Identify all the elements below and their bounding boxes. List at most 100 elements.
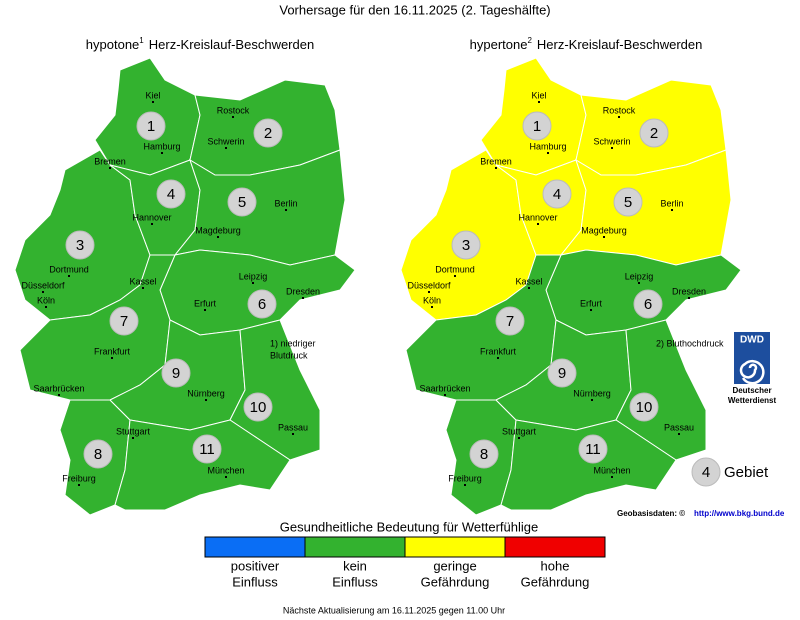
key-label: Gebiet <box>724 464 769 481</box>
city-dot <box>109 167 111 169</box>
page-title: Vorhersage für den 16.11.2025 (2. Tagesh… <box>279 2 550 17</box>
city-label: Kassel <box>515 276 542 286</box>
source-url: http://www.bkg.bund.de <box>694 509 785 518</box>
region-badge <box>495 306 525 336</box>
region-badge <box>469 439 499 469</box>
region-number: 11 <box>585 441 601 458</box>
city-label: Dresden <box>672 286 706 296</box>
region-number: 1 <box>533 118 541 135</box>
city-dot <box>528 287 530 289</box>
city-dot <box>225 147 227 149</box>
city-label: Dresden <box>286 286 320 296</box>
footer: Nächste Aktualisierung am 16.11.2025 geg… <box>283 605 505 615</box>
city-label: Passau <box>278 422 308 432</box>
region-badge <box>247 289 277 319</box>
city-dot <box>58 394 60 396</box>
city-label: Passau <box>664 422 694 432</box>
region-number: 10 <box>250 399 267 416</box>
legend-swatch <box>504 536 606 558</box>
region-number: 3 <box>76 237 84 254</box>
city-dot <box>638 282 640 284</box>
city-label: Saarbrücken <box>33 383 84 393</box>
city-dot <box>603 236 605 238</box>
legend-label: Einfluss <box>332 574 378 589</box>
legend-label: kein <box>343 558 367 573</box>
map-title: hypertone2 Herz-Kreislauf-Beschwerden <box>470 36 703 52</box>
city-label: Erfurt <box>580 298 603 308</box>
city-label: Frankfurt <box>480 346 517 356</box>
city-dot <box>671 209 673 211</box>
city-dot <box>132 437 134 439</box>
legend-label: Gefährdung <box>421 574 490 589</box>
region-badge <box>633 289 663 319</box>
city-label: Düsseldorf <box>21 280 65 290</box>
city-dot <box>618 116 620 118</box>
city-label: München <box>593 465 630 475</box>
city-label: Bremen <box>94 156 126 166</box>
city-dot <box>292 433 294 435</box>
region-badge <box>83 439 113 469</box>
city-label: Hamburg <box>529 141 566 151</box>
region-number: 2 <box>264 125 272 142</box>
map-title-suffix: Herz-Kreislauf-Beschwerden <box>537 37 702 52</box>
region-number: 5 <box>238 194 246 211</box>
region-badge <box>578 434 608 464</box>
region-number: 7 <box>120 313 128 330</box>
region-badge <box>639 118 669 148</box>
region-badge <box>109 306 139 336</box>
city-dot <box>42 291 44 293</box>
city-label: Hannover <box>518 212 557 222</box>
city-label: Freiburg <box>448 473 482 483</box>
city-dot <box>547 152 549 154</box>
map-title-suffix: Herz-Kreislauf-Beschwerden <box>149 37 314 52</box>
region-badge <box>161 358 191 388</box>
city-label: Magdeburg <box>195 225 241 235</box>
region-badge <box>253 118 283 148</box>
city-label: Saarbrücken <box>419 383 470 393</box>
map-title: hypotone1 Herz-Kreislauf-Beschwerden <box>86 36 314 52</box>
region <box>229 319 321 461</box>
legend-swatch <box>304 536 406 558</box>
region-number: 9 <box>172 365 180 382</box>
legend-label: hohe <box>541 558 570 573</box>
city-label: Nürnberg <box>573 388 611 398</box>
city-label: Nürnberg <box>187 388 225 398</box>
region-number: 6 <box>258 296 266 313</box>
map: hypotone1 Herz-Kreislauf-BeschwerdenKielR… <box>14 36 356 516</box>
city-label: Erfurt <box>194 298 217 308</box>
footnote: 1) niedriger <box>270 338 316 348</box>
city-dot <box>205 399 207 401</box>
city-label: Dortmund <box>49 264 89 274</box>
region-number: 4 <box>553 186 561 203</box>
city-dot <box>302 297 304 299</box>
city-dot <box>590 309 592 311</box>
region-badge <box>629 392 659 422</box>
city-label: Stuttgart <box>116 426 151 436</box>
city-label: Kassel <box>129 276 156 286</box>
region-badge <box>522 111 552 141</box>
dwd-name: Deutscher <box>732 386 771 395</box>
city-label: Freiburg <box>62 473 96 483</box>
map-title-sup: 1 <box>139 36 144 45</box>
region-badge <box>65 230 95 260</box>
city-dot <box>78 484 80 486</box>
city-label: Stuttgart <box>502 426 537 436</box>
city-dot <box>252 282 254 284</box>
region-badge <box>451 230 481 260</box>
region-number: 5 <box>624 194 632 211</box>
city-dot <box>45 306 47 308</box>
region <box>500 419 677 511</box>
city-label: Rostock <box>217 105 250 115</box>
region-badge <box>542 179 572 209</box>
city-label: Leipzig <box>625 271 654 281</box>
city-dot <box>591 399 593 401</box>
city-label: Bremen <box>480 156 512 166</box>
city-label: Schwerin <box>593 136 630 146</box>
region-number: 8 <box>94 446 102 463</box>
city-dot <box>464 484 466 486</box>
city-label: Kiel <box>531 90 546 100</box>
city-label: Frankfurt <box>94 346 131 356</box>
region-number: 2 <box>650 125 658 142</box>
city-label: Berlin <box>274 198 297 208</box>
